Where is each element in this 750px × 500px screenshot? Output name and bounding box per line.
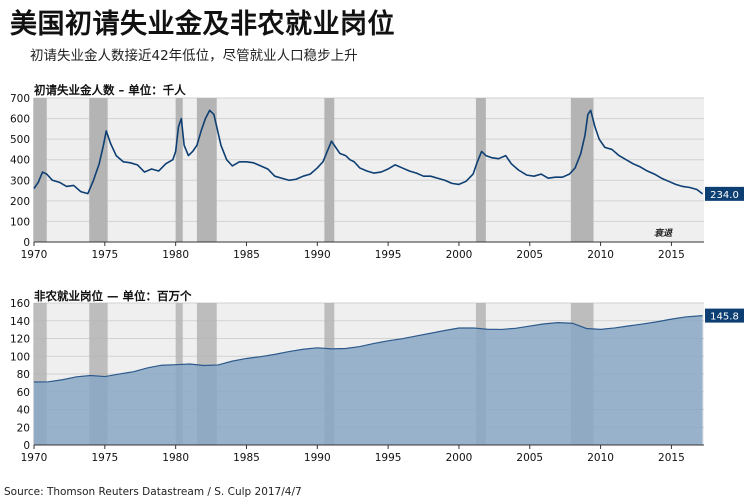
claims-x-tick-label: 2015 xyxy=(658,249,685,261)
payrolls-y-tick-label: 0 xyxy=(23,440,30,452)
claims-recession-band xyxy=(324,98,335,242)
payrolls-panel-title: 非农就业岗位 — 单位：百万个 xyxy=(34,289,192,303)
payrolls-area-line xyxy=(33,315,703,383)
payrolls-y-tick-label: 100 xyxy=(10,351,30,363)
payrolls-area xyxy=(34,315,703,445)
claims-y-tick-label: 200 xyxy=(10,196,30,208)
source-note: Source: Thomson Reuters Datastream / S. … xyxy=(4,486,302,498)
claims-recession-band xyxy=(196,98,217,242)
claims-recession-band xyxy=(89,98,108,242)
payrolls-chart: 0 20 40 60 80 100 120 140 160 1970 1975 1980 1985 199… xyxy=(10,298,744,464)
payrolls-y-tick-label: 140 xyxy=(10,316,30,328)
claims-x-tick-label: 2005 xyxy=(516,249,543,261)
claims-plot-area xyxy=(34,98,704,242)
payrolls-y-tick-label: 80 xyxy=(17,369,30,381)
claims-y-tick-label: 500 xyxy=(10,134,30,146)
claims-y-tick-label: 300 xyxy=(10,175,30,187)
claims-x-tick-label: 1990 xyxy=(304,249,331,261)
claims-recession-band xyxy=(570,98,594,242)
claims-x-tick-label: 1975 xyxy=(91,249,118,261)
claims-recession-band xyxy=(33,98,47,242)
claims-x-tick-label: 1985 xyxy=(233,249,260,261)
payrolls-last-value-label: 145.8 xyxy=(710,312,739,323)
claims-x-tick-label: 2000 xyxy=(446,249,473,261)
payrolls-x-tick-label: 2000 xyxy=(446,452,473,464)
chart-title: 美国初请失业金及非农就业岗位 xyxy=(10,9,395,40)
payrolls-x-tick-label: 2010 xyxy=(587,452,614,464)
claims-recession-band xyxy=(475,98,486,242)
payrolls-x-tick-label: 1985 xyxy=(233,452,260,464)
payrolls-x-tick-label: 1990 xyxy=(304,452,331,464)
payrolls-y-tick-label: 20 xyxy=(17,422,30,434)
claims-last-value-tag xyxy=(705,186,744,201)
payrolls-x-tick-label: 2015 xyxy=(658,452,685,464)
claims-recession-annotation: 衰退 xyxy=(654,228,673,239)
claims-x-tick-label: 1970 xyxy=(21,249,48,261)
payrolls-x-tick-label: 2005 xyxy=(516,452,543,464)
claims-y-tick-label: 600 xyxy=(10,114,30,126)
claims-x-tick-label: 1995 xyxy=(375,249,402,261)
payrolls-x-tick-label: 1980 xyxy=(162,452,189,464)
payrolls-y-tick-label: 60 xyxy=(17,387,30,399)
claims-series-line xyxy=(33,109,704,195)
payrolls-x-tick-label: 1970 xyxy=(21,452,48,464)
payrolls-x-tick-label: 1975 xyxy=(91,452,118,464)
claims-recession-band xyxy=(175,98,183,242)
claims-y-tick-label: 400 xyxy=(10,155,30,167)
claims-y-tick-label: 100 xyxy=(10,216,30,228)
claims-y-tick-label: 0 xyxy=(23,237,30,249)
payrolls-y-tick-label: 40 xyxy=(17,405,30,417)
payrolls-y-tick-label: 160 xyxy=(10,298,30,310)
payrolls-x-tick-label: 1995 xyxy=(375,452,402,464)
claims-last-value-label: 234.0 xyxy=(710,190,739,201)
claims-x-tick-label: 1980 xyxy=(162,249,189,261)
payrolls-last-value-tag xyxy=(705,308,744,323)
claims-panel-title: 初请失业金人数 – 单位：千人 xyxy=(34,83,186,97)
claims-x-tick-label: 2010 xyxy=(587,249,614,261)
chart-subtitle: 初请失业金人数接近42年低位，尽管就业人口稳步上升 xyxy=(30,48,358,64)
payrolls-y-tick-label: 120 xyxy=(10,334,30,346)
claims-y-tick-label: 700 xyxy=(10,93,30,105)
claims-chart: 0 100 200 300 400 500 600 700 1970 1975 1980 1985 19… xyxy=(10,93,744,261)
